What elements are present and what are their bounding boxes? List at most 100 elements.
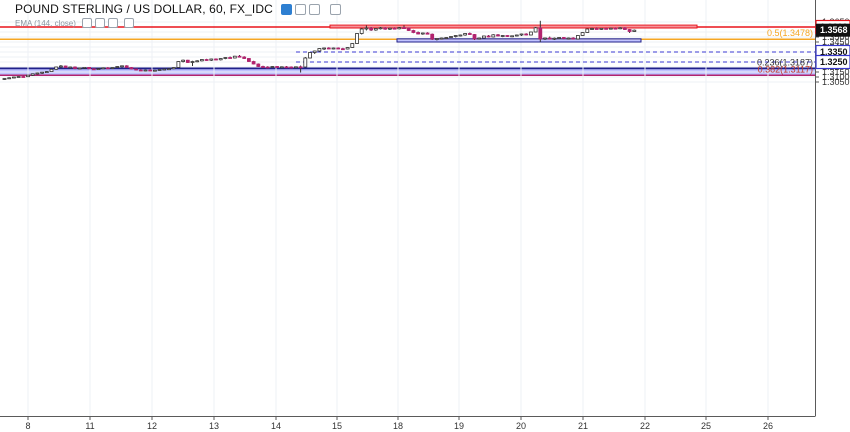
- x-tick-label: 19: [454, 421, 464, 431]
- candle-body: [387, 27, 392, 30]
- candle-body: [566, 37, 571, 40]
- candle-body: [510, 35, 515, 38]
- candle-body: [547, 37, 552, 40]
- candle-body: [369, 27, 374, 31]
- candle-body: [529, 31, 533, 36]
- candle-body: [49, 68, 54, 73]
- x-tick-label: 12: [147, 421, 157, 431]
- candle-body: [355, 33, 359, 44]
- candle-body: [152, 69, 157, 72]
- candle-body: [232, 55, 237, 59]
- candle-body: [308, 52, 312, 59]
- ema-indicator[interactable]: EMA (144, close): [15, 18, 134, 28]
- candle-body: [289, 66, 294, 69]
- candle-body: [326, 47, 331, 50]
- candle-body: [106, 67, 110, 70]
- candle-body: [256, 63, 261, 67]
- candle-body: [500, 35, 505, 37]
- more-icon[interactable]: [329, 3, 341, 15]
- candle-body: [486, 35, 491, 38]
- candle-body: [303, 57, 308, 68]
- candle-body: [623, 27, 627, 30]
- candle-body: [96, 68, 101, 70]
- candle-body: [199, 59, 204, 62]
- candle-body: [608, 27, 613, 30]
- candle-body: [284, 66, 289, 69]
- candle-body: [148, 69, 153, 72]
- candle-body: [129, 67, 134, 70]
- candle-body: [195, 60, 200, 63]
- candle-body: [340, 48, 345, 51]
- candle-body: [312, 50, 317, 53]
- last-price-tag-text: 1.3568: [820, 25, 848, 35]
- candle-body: [505, 35, 510, 37]
- last-price-tag: [816, 23, 850, 37]
- candle-body: [63, 65, 68, 68]
- candle-body: [190, 61, 195, 63]
- ema-close-icon[interactable]: [107, 18, 118, 28]
- candle-body: [44, 71, 49, 73]
- candle-body: [402, 27, 406, 30]
- candle-body: [124, 65, 129, 68]
- candle-body: [251, 61, 256, 65]
- candle-body: [594, 28, 599, 30]
- candle-body: [40, 71, 44, 74]
- candle-body: [627, 29, 632, 32]
- candle-body: [449, 36, 453, 38]
- candle-body: [359, 28, 364, 34]
- candle-body: [209, 58, 214, 61]
- eye-icon[interactable]: [280, 3, 292, 15]
- candle-body: [204, 59, 209, 61]
- x-tick-label: 25: [701, 421, 711, 431]
- candle-body: [73, 66, 77, 69]
- x-tick-label: 15: [332, 421, 342, 431]
- candle-body: [101, 67, 106, 70]
- y-tick-label: 1.3500: [822, 32, 850, 42]
- symbol-title: POUND STERLING / US DOLLAR, 60, FX_IDC: [15, 2, 273, 16]
- ema-settings-icon[interactable]: [94, 18, 105, 28]
- candle-body: [261, 66, 265, 68]
- close-icon[interactable]: [308, 3, 320, 15]
- candle-body: [143, 69, 148, 72]
- fib-level-label: 0.236(1.3187): [757, 57, 813, 67]
- candle-body: [345, 47, 350, 50]
- settings-icon[interactable]: [294, 3, 306, 15]
- candle-body: [561, 37, 566, 39]
- candle-body: [265, 66, 270, 69]
- candle-body: [496, 34, 500, 37]
- candle-body: [157, 69, 162, 71]
- ema-eye-icon[interactable]: [81, 18, 92, 28]
- candle-body: [21, 76, 26, 78]
- candle-body: [214, 58, 218, 61]
- candle-body: [171, 67, 176, 70]
- chart-header: POUND STERLING / US DOLLAR, 60, FX_IDC: [0, 0, 341, 18]
- candle-body: [599, 27, 604, 30]
- candle-body: [416, 32, 421, 35]
- candle-body: [185, 59, 190, 63]
- y-tick-label: 1.3150: [822, 67, 850, 77]
- candle-body: [406, 27, 411, 31]
- candle-body: [162, 68, 167, 71]
- candle-body: [35, 72, 40, 75]
- x-tick-label: 18: [393, 421, 403, 431]
- candle-body: [458, 34, 463, 37]
- candle-body: [167, 68, 171, 71]
- candle-body: [350, 43, 355, 48]
- candle-body: [317, 48, 322, 52]
- candle-body: [481, 35, 486, 39]
- candle-body: [59, 65, 63, 68]
- candle-body: [411, 30, 416, 33]
- candle-body: [453, 35, 458, 37]
- ema-more-icon[interactable]: [123, 18, 134, 28]
- candle-body: [331, 47, 336, 50]
- candle-body: [2, 78, 7, 80]
- y-tick-label: 1.3050: [822, 77, 850, 87]
- candle-body: [533, 27, 538, 33]
- x-tick-label: 21: [578, 421, 588, 431]
- candle-body: [298, 66, 303, 69]
- candle-body: [491, 34, 496, 38]
- fib-level-label: 0.382(1.3117): [758, 64, 813, 74]
- candle-body: [392, 27, 397, 30]
- candle-body: [68, 66, 73, 69]
